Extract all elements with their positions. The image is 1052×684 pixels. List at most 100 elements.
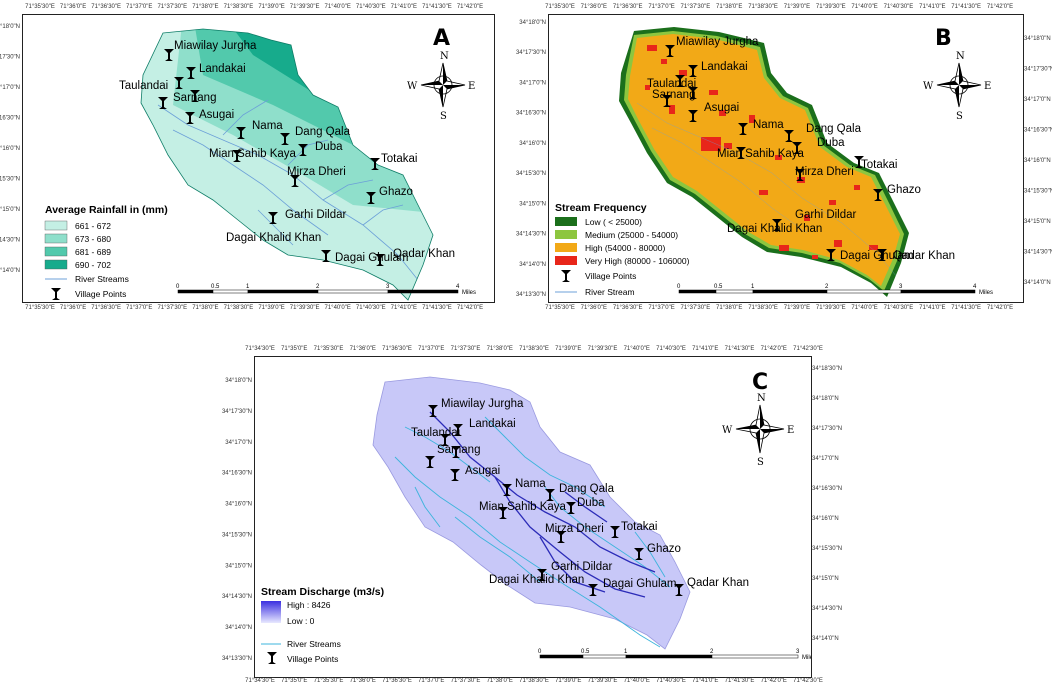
coord-c-bottom-9: 71°39'0"E <box>555 678 581 684</box>
coord-a-top-4: 71°37'30"E <box>157 4 187 10</box>
village-marker-a-0 <box>164 49 174 61</box>
coord-b-right-8: 34°14'0"N <box>1024 280 1051 286</box>
legend-low-c: Low : 0 <box>287 616 315 626</box>
scale-unit-a: Miles <box>462 290 476 296</box>
coord-b-right-1: 34°17'30"N <box>1024 67 1052 73</box>
panel-letter-a: A <box>433 26 450 51</box>
coord-b-left-0: 34°18'0"N <box>519 20 546 26</box>
coord-c-top-1: 71°35'0"E <box>281 346 307 352</box>
coord-a-left-8: 34°14'0"N <box>0 268 20 274</box>
village-label-a-14: Dagai Ghulam <box>335 252 409 264</box>
coord-a-left-3: 34°16'30"N <box>0 116 20 122</box>
coord-b-left-2: 34°17'0"N <box>519 80 546 86</box>
scale-tick-b-1: 0.5 <box>714 284 723 290</box>
scale-tick-c-2: 1 <box>624 649 628 655</box>
coord-b-top-3: 71°37'0"E <box>648 4 674 10</box>
map-panel-b: Miawilay Jurgha Landakai Taulandai Sarnang A… <box>548 14 1024 303</box>
village-marker-a-5 <box>185 112 195 124</box>
coord-a-top-11: 71°41'0"E <box>391 4 417 10</box>
village-marker-c-7 <box>545 489 555 501</box>
compass-e-b: E <box>984 81 991 92</box>
legend-village-icon-a <box>51 288 61 300</box>
coord-c-bottom-1: 71°35'0"E <box>281 678 307 684</box>
village-label-b-1: Landakai <box>701 61 748 73</box>
coord-b-bottom-4: 71°37'30"E <box>681 305 711 311</box>
legend-stream-label-a: River Streams <box>75 274 129 284</box>
scale-tick-a-2: 1 <box>246 284 250 290</box>
village-label-a-10: Mirza Dheri <box>287 166 346 178</box>
coord-c-left-5: 34°15'30"N <box>222 532 252 538</box>
village-label-c-15: Qadar Khan <box>687 577 749 589</box>
coord-b-top-1: 71°36'0"E <box>581 4 607 10</box>
coord-b-bottom-0: 71°35'30"E <box>545 305 575 311</box>
coord-c-bottom-15: 71°42'0"E <box>761 678 787 684</box>
village-marker-a-9 <box>232 150 242 162</box>
coord-b-top-12: 71°41'30"E <box>951 4 981 10</box>
coord-b-left-4: 34°16'0"N <box>519 141 546 147</box>
coord-b-bottom-7: 71°39'0"E <box>784 305 810 311</box>
village-label-c-4: Asugai <box>465 465 500 477</box>
coord-c-bottom-8: 71°38'30"E <box>519 678 549 684</box>
coord-a-bottom-7: 71°39'0"E <box>258 305 284 311</box>
compass-n-c: N <box>757 393 766 404</box>
village-label-a-11: Ghazo <box>379 186 413 198</box>
coord-c-right-7: 34°15'0"N <box>812 576 839 582</box>
coord-a-bottom-3: 71°37'0"E <box>126 305 152 311</box>
coord-b-bottom-12: 71°41'30"E <box>951 305 981 311</box>
village-marker-c-15 <box>674 584 684 596</box>
compass-w-c: W <box>722 425 733 436</box>
village-marker-a-4 <box>158 97 168 109</box>
scale-tick-c-3: 2 <box>710 649 714 655</box>
village-label-b-8: Mian Sahib Kaya <box>717 148 805 160</box>
village-points-c: Miawilay Jurgha Landakai Taulandai Sarnang A… <box>411 398 749 596</box>
scale-unit-c: Miles <box>802 655 811 661</box>
legend-village-icon-b <box>561 270 571 282</box>
village-label-c-11: Ghazo <box>647 543 681 555</box>
coord-c-right-8: 34°14'30"N <box>812 606 842 612</box>
coord-a-bottom-5: 71°38'0"E <box>192 305 218 311</box>
coord-b-bottom-8: 71°39'30"E <box>816 305 846 311</box>
village-marker-a-7 <box>280 133 290 145</box>
map-c-svg: Miawilay Jurgha Landakai Taulandai Sarnang A… <box>261 370 811 664</box>
coord-c-left-8: 34°14'0"N <box>225 625 252 631</box>
coord-c-top-10: 71°39'30"E <box>588 346 618 352</box>
village-label-a-0: Miawilay Jurgha <box>174 40 257 52</box>
village-marker-b-0 <box>665 45 675 57</box>
coord-c-right-4: 34°16'30"N <box>812 486 842 492</box>
coord-b-bottom-5: 71°38'0"E <box>716 305 742 311</box>
coord-b-bottom-10: 71°40'30"E <box>884 305 914 311</box>
coord-b-top-11: 71°41'0"E <box>919 4 945 10</box>
coord-b-right-0: 34°18'0"N <box>1024 36 1051 42</box>
coord-c-right-6: 34°15'30"N <box>812 546 842 552</box>
coord-b-left-5: 34°15'30"N <box>516 171 546 177</box>
village-marker-a-14 <box>321 250 331 262</box>
scale-tick-a-3: 2 <box>316 284 320 290</box>
coord-a-left-0: 34°18'0"N <box>0 24 20 30</box>
legend-label-a-0: 661 - 672 <box>75 221 111 231</box>
scale-tick-b-5: 4 <box>973 284 977 290</box>
village-marker-a-3 <box>190 90 200 102</box>
village-label-b-7: Duba <box>817 137 845 149</box>
village-label-c-5: Nama <box>515 478 546 490</box>
legend-village-label-c: Village Points <box>287 654 338 664</box>
village-marker-b-4 <box>662 95 672 107</box>
village-label-b-12: Garhi Dildar <box>795 209 857 221</box>
coord-a-left-6: 34°15'0"N <box>0 207 20 213</box>
legend-c: Stream Discharge (m3/s) High : 8426 Low … <box>261 586 384 664</box>
legend-high-c: High : 8426 <box>287 600 331 610</box>
coord-a-top-9: 71°40'0"E <box>325 4 351 10</box>
legend-stream-label-b: River Stream <box>585 287 635 297</box>
coord-c-top-7: 71°38'0"E <box>487 346 513 352</box>
legend-b: Stream Frequency Low ( < 25000) Medium (… <box>555 202 690 297</box>
coord-b-right-2: 34°17'0"N <box>1024 97 1051 103</box>
village-marker-c-8 <box>566 502 576 514</box>
village-label-b-11: Ghazo <box>887 184 921 196</box>
scale-tick-a-1: 0.5 <box>211 284 220 290</box>
village-marker-c-1 <box>453 424 463 436</box>
village-label-c-8: Mian Sahib Kaya <box>479 501 567 513</box>
coord-c-right-0: 34°18'30"N <box>812 366 842 372</box>
village-marker-c-3 <box>451 446 461 458</box>
scale-tick-b-2: 1 <box>751 284 755 290</box>
legend-label-b-1: Medium (25000 - 54000) <box>585 230 678 240</box>
village-marker-b-8 <box>792 142 802 154</box>
